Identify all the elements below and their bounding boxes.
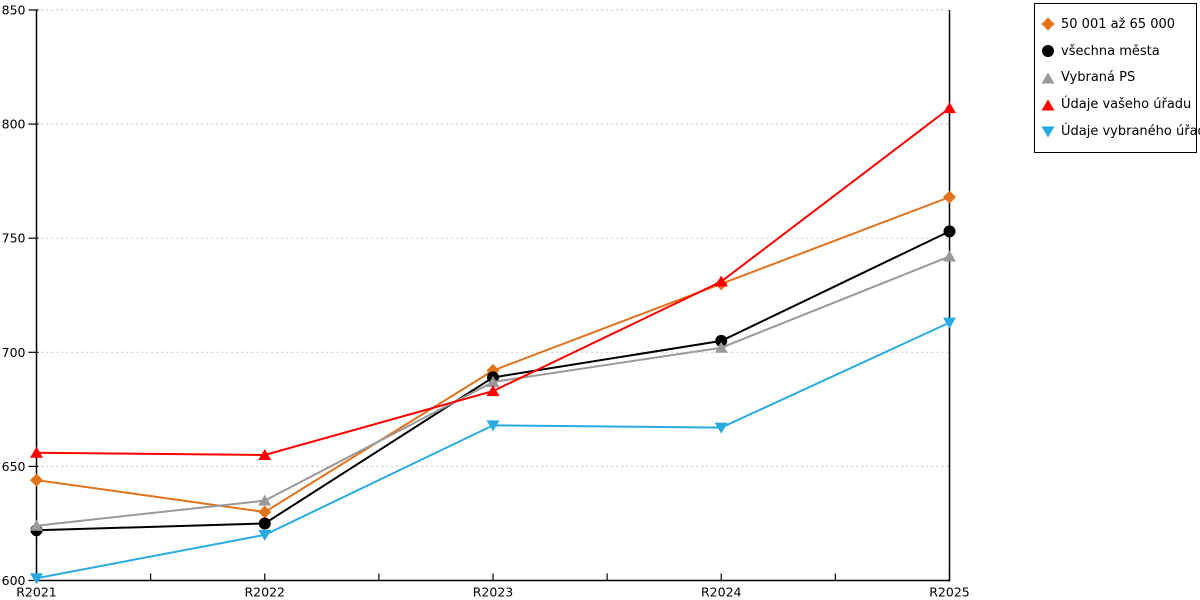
x-tick-label: R2022	[245, 585, 286, 600]
y-tick-label: 850	[2, 3, 26, 18]
series-0-marker-diamond-icon	[258, 505, 272, 519]
series-1-marker-circle-icon	[715, 334, 728, 347]
legend-item: Údaje vybraného úřadu	[1041, 124, 1200, 139]
x-tick-label: R2021	[16, 585, 57, 600]
triangle-up-icon	[1041, 99, 1055, 111]
circle-icon	[1042, 45, 1054, 58]
diamond-icon	[1041, 17, 1055, 31]
legend-label: všechna města	[1061, 43, 1160, 59]
series-3-marker-triangle-up-icon	[943, 102, 956, 114]
circle-glyph	[1042, 45, 1054, 58]
legend-item: Vybraná PS	[1041, 70, 1196, 85]
y-tick-label: 600	[2, 573, 26, 588]
series-0-marker-diamond-icon	[30, 473, 43, 487]
series-2-marker-triangle-up-icon	[258, 494, 272, 506]
legend-label: Údaje vybraného úřadu	[1061, 124, 1200, 140]
legend-label: 50 001 až 65 000	[1061, 16, 1176, 32]
x-tick-label: R2024	[701, 585, 742, 600]
x-tick-label: R2023	[473, 585, 514, 600]
series-line-4	[36, 321, 950, 580]
series-4-marker-triangle-down-icon	[258, 529, 272, 541]
legend-item: Údaje vašeho úřadu	[1041, 97, 1196, 112]
x-tick-label: R2025	[929, 585, 970, 600]
series-2-marker-triangle-up-icon	[30, 519, 43, 531]
legend-item: 50 001 až 65 000	[1041, 17, 1196, 32]
series-2-marker-triangle-up-icon	[486, 375, 500, 387]
series-1-marker-circle-icon	[258, 517, 271, 530]
triangle-up-glyph	[1041, 99, 1055, 111]
y-tick-label: 650	[2, 459, 26, 474]
triangle-up-icon	[1041, 72, 1055, 84]
triangle-down-icon	[1041, 126, 1055, 138]
legend: 50 001 až 65 000 všechna města Vybraná PS Ú…	[1034, 3, 1200, 153]
series-1-marker-circle-icon	[943, 225, 956, 238]
triangle-up-glyph	[1041, 72, 1055, 84]
legend-label: Vybraná PS	[1061, 70, 1136, 86]
series-2-marker-triangle-up-icon	[714, 341, 728, 353]
triangle-down-glyph	[1041, 126, 1055, 138]
y-tick-label: 700	[2, 345, 26, 360]
y-tick-label: 750	[2, 231, 26, 246]
y-tick-label: 800	[2, 117, 26, 132]
series-3-marker-triangle-up-icon	[30, 446, 43, 458]
legend-label: Údaje vašeho úřadu	[1061, 97, 1192, 113]
series-3-marker-triangle-up-icon	[258, 448, 272, 460]
series-3-marker-triangle-up-icon	[714, 275, 728, 287]
series-4-marker-triangle-down-icon	[30, 573, 43, 585]
series-4-marker-triangle-down-icon	[943, 317, 956, 329]
series-4-marker-triangle-down-icon	[714, 422, 728, 434]
series-4-marker-triangle-down-icon	[486, 420, 500, 432]
series-line-0	[36, 196, 950, 514]
series-3-marker-triangle-up-icon	[486, 385, 500, 397]
legend-item: všechna města	[1041, 44, 1196, 59]
series-0-marker-diamond-icon	[943, 190, 956, 204]
diamond-glyph	[1041, 17, 1055, 31]
series-2-marker-triangle-up-icon	[943, 250, 956, 262]
series-line-3	[36, 107, 951, 456]
